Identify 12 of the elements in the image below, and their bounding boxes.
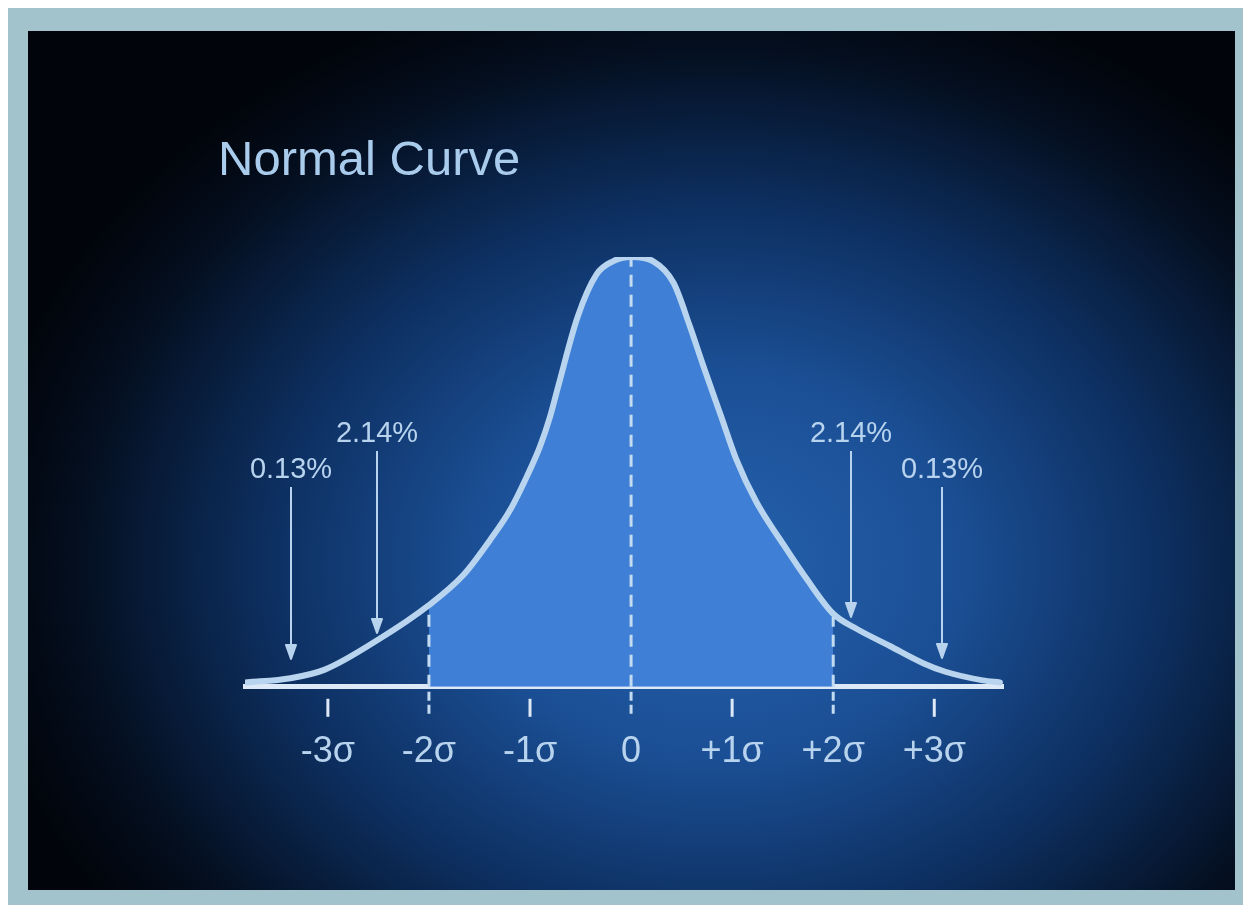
chart-title: Normal Curve — [218, 131, 521, 185]
annotation: 0.13% — [900, 452, 984, 484]
x-tick-label: -3σ — [300, 729, 355, 771]
annotation: 0.13% — [249, 452, 333, 484]
annotation: 2.14% — [809, 416, 893, 448]
x-tick-label: +1σ — [700, 729, 764, 771]
x-tick-label: -1σ — [502, 729, 558, 771]
x-tick-label: 0 — [621, 729, 642, 771]
annotation: 2.14% — [335, 416, 419, 448]
x-tick-label: -2σ — [401, 729, 457, 771]
x-tick-label: +2σ — [801, 729, 865, 771]
x-tick-label: +3σ — [902, 729, 966, 771]
